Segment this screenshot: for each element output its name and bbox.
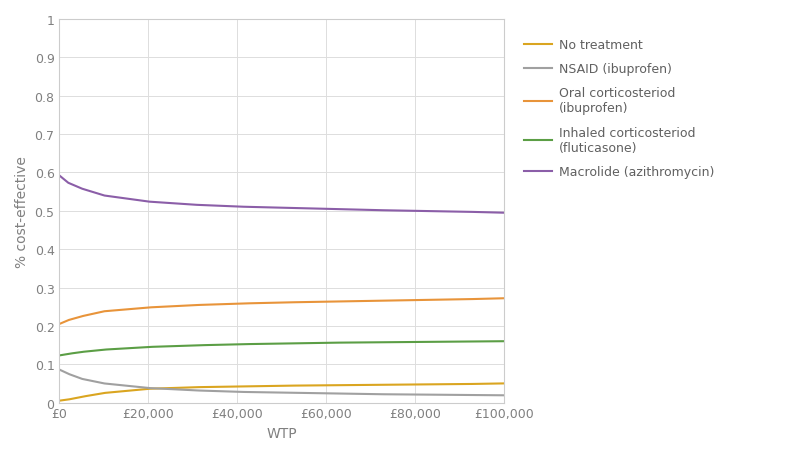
NSAID (ibuprofen) — [438, 392, 447, 398]
Macrolide (azithromycin) — [54, 173, 64, 179]
NSAID (ibuprofen) — [392, 392, 402, 397]
No treatment — [392, 382, 402, 388]
NSAID (ibuprofen) — [54, 367, 64, 373]
Inhaled corticosteriod
(fluticasone) — [338, 340, 347, 346]
Oral corticosteriod
(ibuprofen) — [499, 296, 509, 301]
Line: Inhaled corticosteriod
(fluticasone): Inhaled corticosteriod (fluticasone) — [59, 341, 504, 356]
Macrolide (azithromycin) — [313, 207, 322, 212]
Line: Macrolide (azithromycin): Macrolide (azithromycin) — [59, 176, 504, 213]
Inhaled corticosteriod
(fluticasone) — [392, 339, 402, 345]
Macrolide (azithromycin) — [392, 208, 402, 214]
Oral corticosteriod
(ibuprofen) — [438, 297, 447, 303]
No treatment — [499, 381, 509, 386]
Line: Oral corticosteriod
(ibuprofen): Oral corticosteriod (ibuprofen) — [59, 298, 504, 324]
NSAID (ibuprofen) — [499, 393, 509, 398]
X-axis label: WTP: WTP — [266, 426, 297, 440]
Line: NSAID (ibuprofen): NSAID (ibuprofen) — [59, 370, 504, 395]
Oral corticosteriod
(ibuprofen) — [54, 322, 64, 327]
Oral corticosteriod
(ibuprofen) — [338, 299, 347, 304]
Legend: No treatment, NSAID (ibuprofen), Oral corticosteriod
(ibuprofen), Inhaled cortic: No treatment, NSAID (ibuprofen), Oral co… — [519, 34, 719, 183]
Oral corticosteriod
(ibuprofen) — [313, 299, 322, 305]
Macrolide (azithromycin) — [325, 207, 334, 212]
NSAID (ibuprofen) — [338, 391, 347, 396]
Macrolide (azithromycin) — [82, 188, 91, 193]
No treatment — [82, 394, 91, 399]
No treatment — [54, 398, 64, 404]
Macrolide (azithromycin) — [438, 209, 447, 214]
Oral corticosteriod
(ibuprofen) — [392, 298, 402, 303]
No treatment — [313, 383, 322, 388]
Oral corticosteriod
(ibuprofen) — [325, 299, 334, 305]
Line: No treatment: No treatment — [59, 384, 504, 401]
No treatment — [438, 382, 447, 387]
Inhaled corticosteriod
(fluticasone) — [438, 339, 447, 345]
Y-axis label: % cost-effective: % cost-effective — [15, 156, 29, 267]
No treatment — [338, 383, 347, 388]
Macrolide (azithromycin) — [338, 207, 347, 212]
Macrolide (azithromycin) — [499, 211, 509, 216]
NSAID (ibuprofen) — [82, 377, 91, 383]
Inhaled corticosteriod
(fluticasone) — [313, 340, 322, 346]
Inhaled corticosteriod
(fluticasone) — [499, 339, 509, 344]
Oral corticosteriod
(ibuprofen) — [82, 313, 91, 318]
NSAID (ibuprofen) — [325, 391, 334, 396]
Inhaled corticosteriod
(fluticasone) — [54, 353, 64, 359]
No treatment — [325, 383, 334, 388]
Inhaled corticosteriod
(fluticasone) — [82, 349, 91, 354]
NSAID (ibuprofen) — [313, 391, 322, 396]
Inhaled corticosteriod
(fluticasone) — [325, 340, 334, 346]
